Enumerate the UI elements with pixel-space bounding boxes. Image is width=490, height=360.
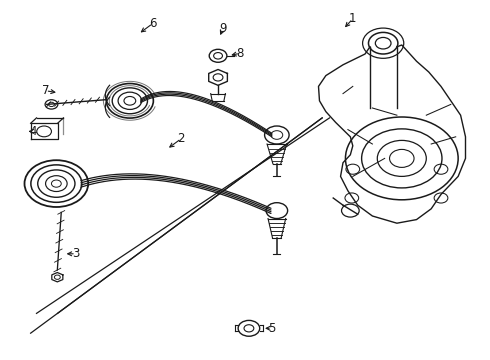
- Text: 3: 3: [72, 247, 80, 260]
- Text: 6: 6: [149, 17, 157, 30]
- Text: 2: 2: [177, 132, 185, 145]
- Text: 7: 7: [42, 84, 49, 97]
- Text: 4: 4: [29, 125, 37, 138]
- Text: 8: 8: [236, 47, 244, 60]
- Text: 5: 5: [268, 322, 276, 335]
- Text: 1: 1: [349, 12, 357, 25]
- Text: 9: 9: [219, 22, 227, 35]
